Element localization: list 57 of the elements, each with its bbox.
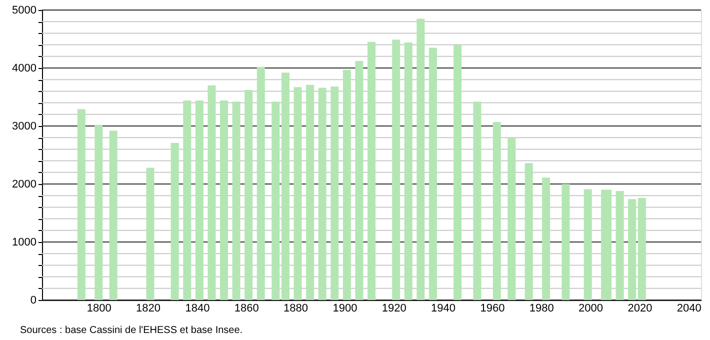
x-tick-label: 1880: [284, 302, 308, 314]
bar: [342, 70, 351, 300]
source-note: Sources : base Cassini de l'EHESS et base Insee.: [20, 325, 243, 336]
bar: [584, 189, 592, 300]
x-tick-label: 1840: [185, 302, 210, 314]
bar: [294, 87, 302, 300]
bar: [392, 40, 400, 300]
y-tick-label: 2000: [12, 178, 36, 190]
bar: [404, 42, 412, 300]
bar: [195, 100, 204, 300]
x-tick-label: 2000: [578, 302, 604, 314]
x-tick-label: 1860: [234, 302, 259, 314]
bar: [318, 88, 326, 300]
x-tick-label: 1920: [382, 302, 406, 314]
bar: [638, 198, 646, 300]
bar: [562, 184, 570, 300]
bar: [146, 168, 154, 300]
bar: [492, 122, 501, 300]
bar: [616, 190, 624, 300]
bar: [330, 86, 339, 300]
bar: [604, 190, 612, 300]
y-tick-label: 4000: [12, 62, 36, 74]
y-tick-label: 0: [30, 294, 36, 306]
bar: [77, 109, 86, 300]
bar: [244, 90, 253, 300]
x-tick-label: 2020: [628, 302, 652, 314]
bar: [454, 44, 462, 300]
bar: [355, 61, 364, 300]
bar: [306, 84, 314, 300]
x-tick-label: 1800: [86, 302, 112, 314]
bar: [183, 100, 192, 300]
bar: [628, 199, 636, 300]
bar: [170, 142, 179, 300]
bar: [232, 102, 240, 300]
x-tick-label: 1940: [431, 302, 456, 314]
bar: [524, 163, 533, 300]
bar: [94, 124, 103, 300]
bar: [508, 138, 516, 300]
bar: [109, 130, 118, 300]
x-tick-label: 1820: [136, 302, 161, 314]
y-tick-label: 1000: [12, 236, 36, 248]
bar: [368, 42, 376, 300]
bar: [542, 178, 550, 300]
bar: [220, 100, 228, 300]
bar: [473, 102, 482, 300]
bar: [256, 66, 265, 300]
bar: [208, 85, 216, 300]
bar: [416, 18, 425, 300]
y-tick-label: 5000: [12, 4, 36, 16]
y-tick-label: 3000: [12, 120, 36, 132]
x-tick-label: 1900: [332, 302, 358, 314]
bar: [428, 48, 437, 300]
x-tick-label: 1980: [529, 302, 554, 314]
bar: [272, 102, 280, 300]
bar: [281, 72, 290, 300]
x-tick-label: 1960: [480, 302, 505, 314]
x-tick-label: 2040: [676, 302, 702, 314]
